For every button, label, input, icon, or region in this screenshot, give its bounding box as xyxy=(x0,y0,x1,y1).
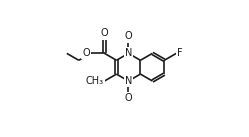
Text: N: N xyxy=(125,48,132,58)
Text: O: O xyxy=(101,28,108,38)
Text: O: O xyxy=(82,48,90,58)
Text: CH₃: CH₃ xyxy=(86,76,104,86)
Text: F: F xyxy=(177,48,183,58)
Text: O: O xyxy=(125,31,132,41)
Text: O: O xyxy=(125,93,132,103)
Text: N: N xyxy=(125,76,132,86)
